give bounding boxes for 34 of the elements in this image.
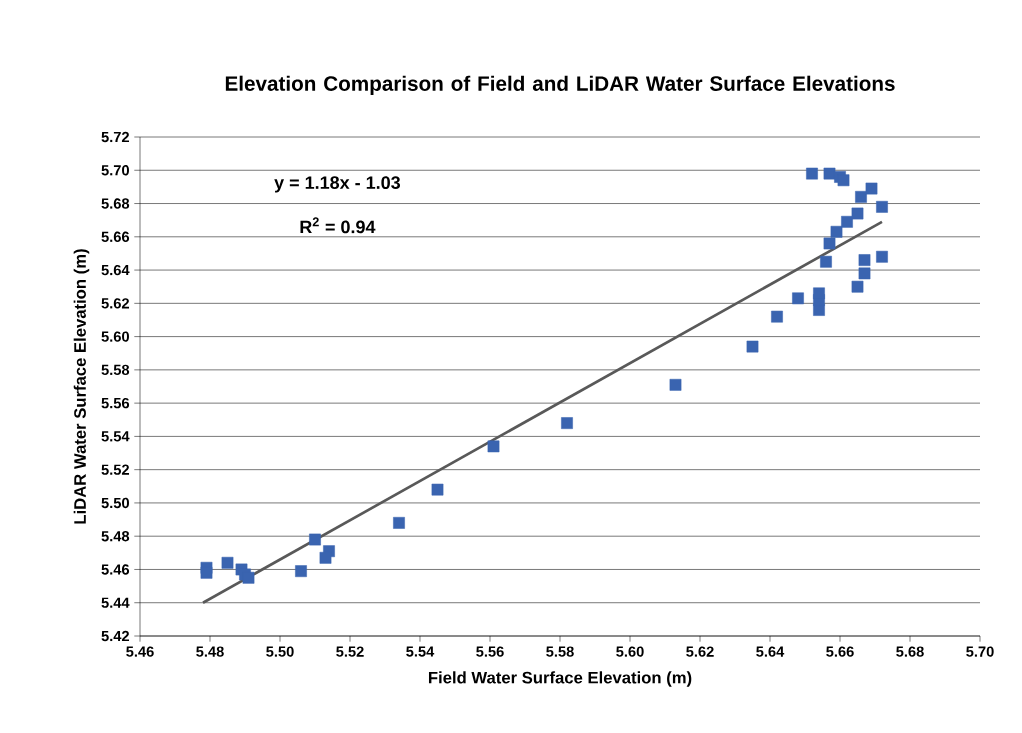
x-tick-label: 5.60: [616, 646, 644, 657]
y-tick-label: 5.42: [101, 630, 130, 642]
y-tick-label: 5.58: [101, 364, 130, 376]
x-tick-label: 5.56: [476, 646, 504, 657]
y-tick-label: 5.52: [101, 464, 130, 475]
x-tick-label: 5.70: [966, 646, 994, 657]
x-tick-label: 5.48: [196, 646, 224, 657]
y-tick-label: 5.68: [101, 198, 130, 209]
x-tick-label: 5.58: [546, 646, 574, 657]
y-tick-label: 5.72: [101, 131, 130, 143]
y-tick-label: 5.50: [101, 497, 129, 509]
annotation: R$^{2}$ = 0.94: [300, 217, 376, 234]
x-tick-label: 5.68: [896, 646, 924, 657]
x-axis-title: Field Water Surface Elevation (m): [428, 671, 692, 687]
y-tick-label: 5.46: [101, 564, 130, 575]
y-tick-label: 5.44: [101, 597, 130, 608]
y-tick-label: 5.70: [101, 165, 129, 176]
x-tick-label: 5.66: [826, 646, 854, 657]
x-tick-label: 5.54: [406, 646, 435, 657]
y-tick-label: 5.48: [101, 531, 130, 542]
x-tick-label: 5.52: [336, 646, 364, 657]
annotation: y = 1.18x - 1.03: [274, 176, 401, 193]
y-tick-label: 5.60: [101, 331, 129, 342]
chart-title: Elevation Comparison of Field and LiDAR Water Surface Elevations: [225, 75, 895, 95]
y-tick-label: 5.62: [101, 298, 130, 309]
x-tick-label: 5.62: [686, 646, 714, 657]
x-tick-label: 5.50: [266, 646, 294, 657]
x-tick-label: 5.64: [756, 646, 785, 657]
y-tick-label: 5.66: [101, 231, 130, 242]
y-tick-label: 5.56: [101, 397, 130, 409]
x-tick-label: 5.46: [126, 646, 154, 657]
y-tick-label: 5.64: [101, 264, 130, 276]
y-axis-title: LiDAR Water Surface Elevation (m): [73, 249, 90, 524]
y-tick-label: 5.54: [101, 431, 130, 442]
